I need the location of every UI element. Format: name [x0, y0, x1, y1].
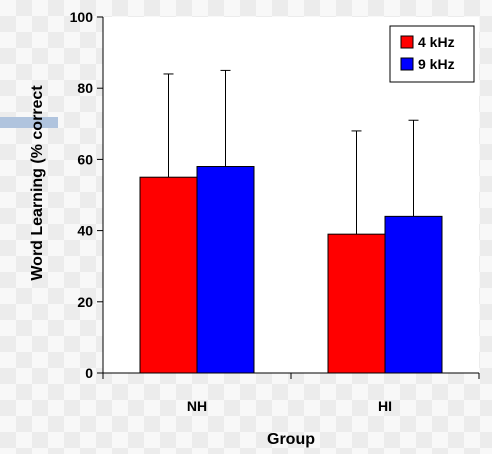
y-axis-title: Word Learning (% correct	[29, 85, 46, 281]
decorative-accent-bar	[0, 117, 58, 128]
bar-nh-series-1	[139, 176, 198, 374]
legend-box	[389, 25, 475, 83]
y-tick-label-20: 20	[77, 294, 93, 310]
x-tick-label-nh: NH	[187, 398, 207, 414]
y-tick-label-100: 100	[70, 9, 94, 25]
y-tick-label-60: 60	[77, 151, 93, 167]
y-tick-label-80: 80	[77, 80, 93, 96]
legend-label-series-2: 9 kHz	[418, 56, 455, 72]
bar-hi-series-1	[327, 233, 386, 374]
bar-nh-series-2	[196, 166, 255, 374]
x-tick-label-hi: HI	[378, 398, 392, 414]
legend-swatch-series-1	[400, 35, 414, 49]
legend-swatch-series-2	[400, 57, 414, 71]
legend-label-series-1: 4 kHz	[418, 34, 455, 50]
y-tick-label-40: 40	[77, 223, 93, 239]
x-axis-title: Group	[267, 431, 315, 448]
y-tick-label-0: 0	[85, 365, 93, 381]
bar-hi-series-2	[384, 215, 443, 374]
